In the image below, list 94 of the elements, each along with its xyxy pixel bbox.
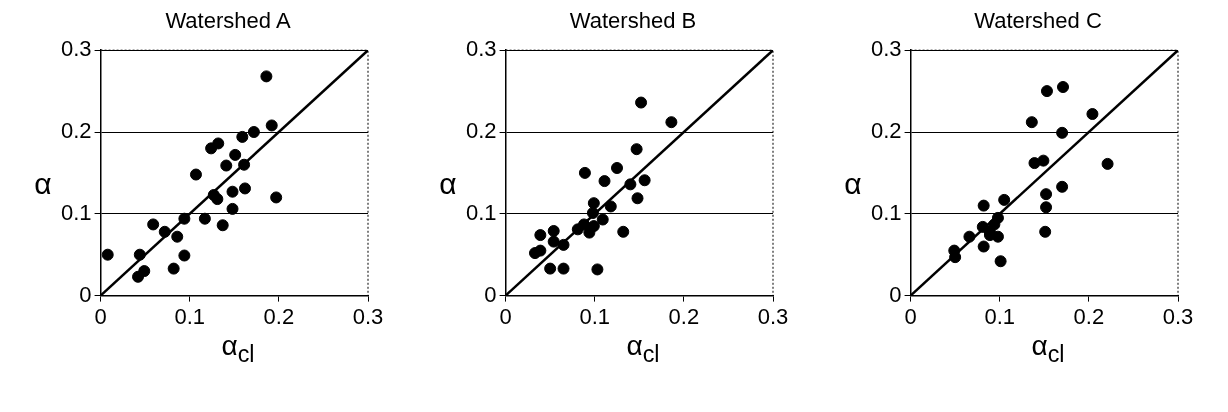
y-tick-label: 0.1 bbox=[60, 199, 92, 225]
point bbox=[226, 185, 239, 198]
point bbox=[198, 212, 211, 225]
point bbox=[220, 159, 233, 172]
point bbox=[994, 255, 1007, 268]
point bbox=[1037, 154, 1050, 167]
point bbox=[171, 230, 184, 243]
point bbox=[138, 265, 151, 278]
y-axis-title: α bbox=[438, 167, 458, 201]
point bbox=[638, 174, 651, 187]
point bbox=[238, 158, 251, 171]
point bbox=[624, 178, 637, 191]
point bbox=[977, 240, 990, 253]
point bbox=[260, 70, 273, 83]
x-axis-title: α$_{cl}$ bbox=[221, 330, 255, 368]
point bbox=[1039, 225, 1052, 238]
point bbox=[534, 244, 547, 257]
y-tick-label: 0.3 bbox=[465, 36, 497, 62]
point bbox=[534, 229, 547, 242]
point bbox=[586, 206, 599, 219]
point bbox=[1101, 157, 1114, 170]
point bbox=[211, 193, 224, 206]
point bbox=[557, 238, 570, 251]
chart-title: Watershed B bbox=[569, 8, 697, 34]
point bbox=[270, 191, 283, 204]
x-tick-label: 0.2 bbox=[263, 303, 295, 329]
point bbox=[617, 225, 630, 238]
y-tick-label: 0 bbox=[79, 281, 92, 307]
point bbox=[212, 137, 225, 150]
x-axis-title: α$_{cl}$ bbox=[626, 330, 660, 368]
point bbox=[1086, 108, 1099, 120]
y-tick-label: 0.1 bbox=[465, 199, 497, 225]
x-tick-label: 0.3 bbox=[352, 303, 384, 329]
point bbox=[611, 161, 624, 174]
point bbox=[216, 219, 229, 232]
point bbox=[604, 200, 617, 213]
y-axis-title: α bbox=[843, 167, 863, 201]
point bbox=[547, 235, 560, 248]
point bbox=[189, 168, 202, 181]
point bbox=[147, 218, 160, 231]
point bbox=[587, 197, 600, 210]
point bbox=[998, 193, 1011, 206]
chart-title: Watershed A bbox=[165, 8, 291, 34]
point bbox=[133, 248, 146, 261]
y-tick-label: 0.2 bbox=[60, 118, 92, 144]
point bbox=[598, 175, 611, 188]
point bbox=[591, 263, 604, 276]
chart-title: Watershed C bbox=[974, 8, 1102, 34]
point bbox=[1040, 85, 1053, 98]
point bbox=[1056, 180, 1069, 193]
point bbox=[596, 213, 609, 226]
point bbox=[178, 212, 191, 225]
x-tick-label: 0.1 bbox=[579, 303, 611, 329]
point bbox=[247, 126, 260, 138]
point bbox=[578, 166, 591, 179]
y-axis-title: α bbox=[33, 167, 53, 201]
point bbox=[557, 262, 570, 275]
point bbox=[229, 148, 242, 161]
y-tick-label: 0.3 bbox=[60, 36, 92, 62]
point bbox=[1040, 201, 1053, 214]
point bbox=[1057, 81, 1070, 94]
point bbox=[635, 96, 648, 109]
y-tick-label: 0 bbox=[889, 281, 902, 307]
point bbox=[1056, 126, 1069, 139]
point bbox=[977, 199, 990, 212]
point bbox=[547, 224, 560, 237]
x-tick-label: 0.3 bbox=[757, 303, 789, 329]
point bbox=[963, 230, 976, 243]
point bbox=[1025, 116, 1038, 129]
point bbox=[544, 262, 557, 275]
point bbox=[158, 225, 171, 238]
point bbox=[631, 192, 644, 205]
x-tick-label: 0.1 bbox=[174, 303, 206, 329]
x-tick-label: 0.1 bbox=[984, 303, 1016, 329]
point bbox=[265, 119, 278, 132]
point bbox=[1040, 188, 1053, 201]
x-tick-label: 0.3 bbox=[1162, 303, 1194, 329]
point bbox=[167, 262, 180, 275]
point bbox=[238, 182, 251, 195]
point bbox=[226, 202, 239, 215]
y-tick-label: 0.3 bbox=[870, 36, 902, 62]
point bbox=[178, 249, 191, 262]
x-axis-title: α$_{cl}$ bbox=[1031, 330, 1065, 368]
point bbox=[236, 130, 249, 143]
point bbox=[665, 116, 678, 129]
point bbox=[101, 248, 114, 261]
y-tick-label: 0.1 bbox=[870, 199, 902, 225]
y-tick-label: 0.2 bbox=[870, 118, 902, 144]
y-tick-label: 0 bbox=[484, 281, 497, 307]
point bbox=[630, 143, 643, 156]
x-tick-label: 0.2 bbox=[668, 303, 700, 329]
point bbox=[991, 211, 1004, 224]
y-tick-label: 0.2 bbox=[465, 118, 497, 144]
x-tick-label: 0.2 bbox=[1073, 303, 1105, 329]
